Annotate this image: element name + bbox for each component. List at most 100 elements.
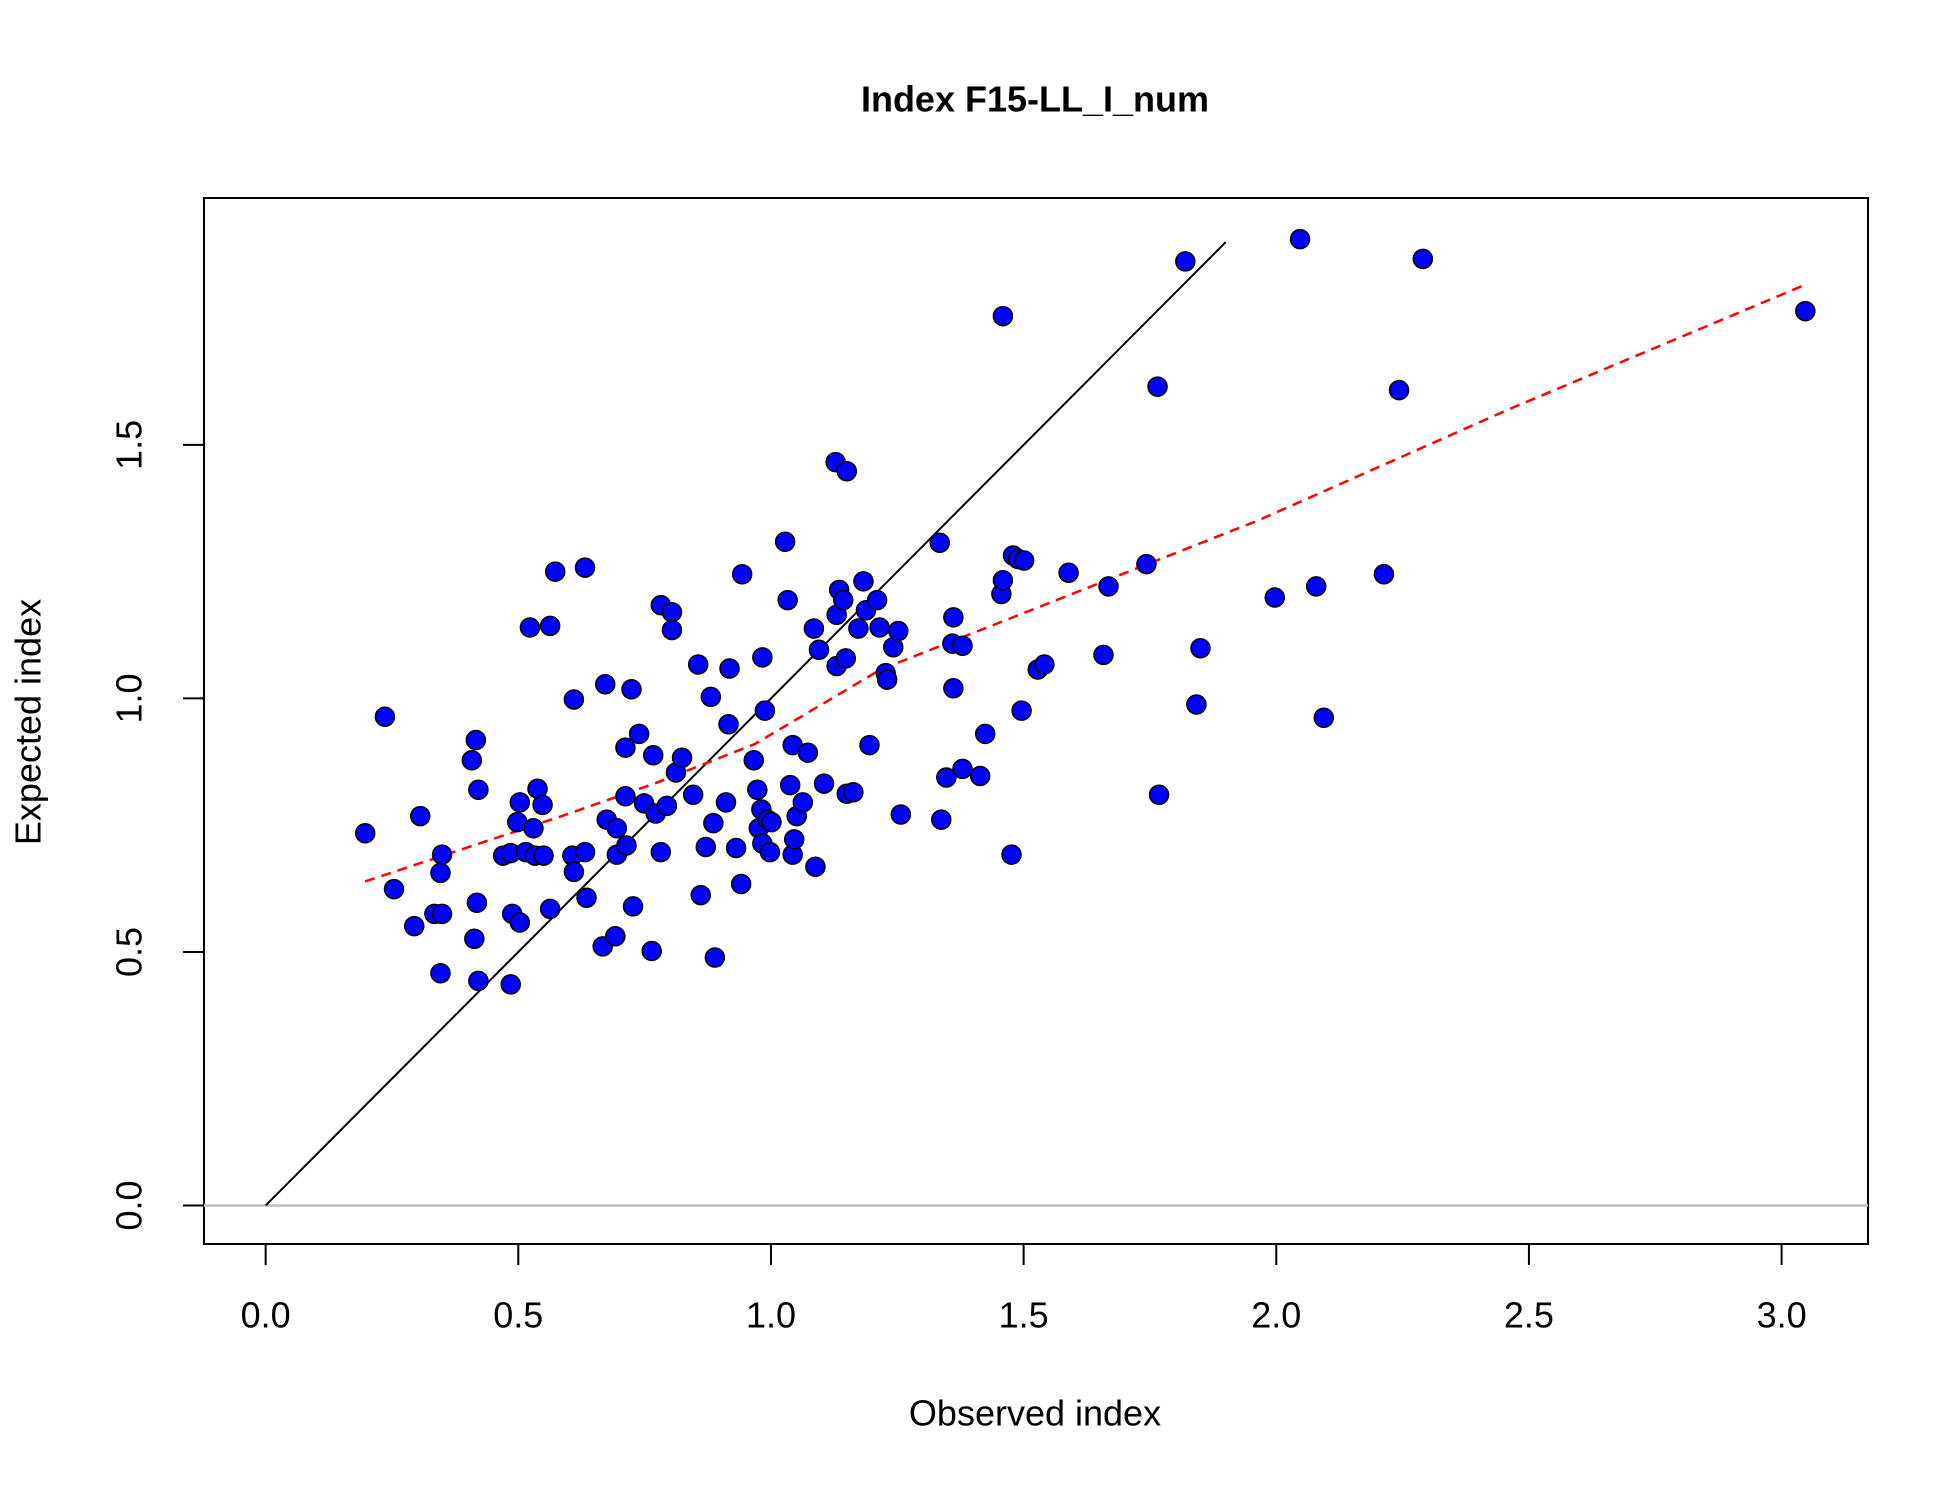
- point: [431, 844, 453, 865]
- point: [752, 647, 773, 668]
- point: [836, 461, 858, 482]
- point: [805, 856, 826, 878]
- point: [523, 817, 544, 839]
- point: [1001, 844, 1022, 865]
- point: [687, 654, 709, 675]
- point: [1175, 251, 1196, 272]
- point: [576, 887, 597, 908]
- point: [1147, 376, 1168, 397]
- point: [779, 774, 801, 796]
- point: [777, 589, 798, 611]
- point: [992, 305, 1014, 327]
- point: [431, 903, 453, 925]
- point: [1388, 379, 1410, 401]
- point: [1289, 228, 1311, 250]
- point: [931, 809, 952, 830]
- point: [725, 837, 747, 859]
- point: [661, 619, 683, 641]
- point: [615, 737, 636, 758]
- point: [532, 794, 553, 816]
- point: [1136, 553, 1157, 575]
- point: [848, 618, 869, 639]
- point: [695, 836, 717, 858]
- point: [835, 648, 856, 669]
- point: [1148, 784, 1170, 806]
- point: [1305, 576, 1327, 597]
- point: [622, 896, 644, 917]
- point: [1190, 637, 1211, 659]
- point: [730, 873, 752, 895]
- y-tick-label: 0.0: [109, 1180, 150, 1230]
- x-axis-title: Observed index: [909, 1393, 1161, 1434]
- point: [866, 589, 888, 611]
- plot-frame: [203, 197, 1869, 1245]
- point: [468, 779, 489, 800]
- chart-title: Index F15-LL_I_num: [861, 79, 1209, 120]
- point: [1264, 587, 1286, 608]
- identity-line: [264, 241, 1227, 1207]
- point: [704, 947, 726, 968]
- point: [468, 970, 489, 992]
- smoother-line: [364, 283, 1806, 883]
- point: [1011, 700, 1032, 721]
- point: [661, 601, 683, 623]
- point: [890, 804, 912, 825]
- point: [1373, 563, 1395, 585]
- point: [465, 729, 487, 751]
- point: [743, 750, 765, 771]
- y-tick-label: 1.5: [109, 420, 150, 470]
- point: [616, 835, 637, 856]
- point: [1412, 248, 1434, 270]
- point: [383, 878, 405, 900]
- point: [832, 589, 854, 611]
- point: [533, 845, 554, 866]
- point: [509, 912, 531, 933]
- point: [606, 817, 628, 839]
- point: [671, 747, 693, 769]
- point: [715, 792, 737, 813]
- point: [354, 823, 376, 844]
- point: [410, 805, 431, 827]
- point: [1013, 550, 1035, 571]
- point: [430, 862, 451, 884]
- point: [869, 617, 890, 638]
- point: [703, 812, 724, 834]
- point: [1093, 644, 1114, 666]
- point: [642, 744, 664, 766]
- x-tick-label: 3.0: [1757, 1295, 1807, 1336]
- point: [563, 689, 585, 710]
- point: [594, 673, 616, 695]
- point: [700, 686, 722, 708]
- point: [774, 531, 796, 553]
- point: [719, 658, 740, 679]
- point: [876, 669, 898, 690]
- point: [754, 700, 776, 721]
- point: [509, 792, 531, 813]
- point: [621, 679, 642, 700]
- point: [656, 795, 678, 817]
- point: [974, 723, 996, 745]
- point: [843, 781, 864, 803]
- point: [888, 620, 909, 642]
- point: [952, 758, 973, 780]
- point: [574, 841, 596, 863]
- point: [1186, 694, 1207, 715]
- point: [544, 561, 566, 582]
- point: [539, 615, 561, 637]
- point: [690, 884, 711, 906]
- y-tick-label: 0.5: [109, 927, 150, 977]
- point: [797, 742, 819, 763]
- point: [783, 829, 805, 850]
- point: [759, 841, 781, 863]
- point: [1313, 707, 1335, 728]
- x-tick-label: 0.5: [493, 1295, 543, 1336]
- point: [1098, 576, 1119, 597]
- point: [813, 773, 835, 794]
- point: [1795, 300, 1816, 322]
- point: [615, 786, 636, 807]
- point: [761, 811, 782, 833]
- point: [1034, 654, 1055, 675]
- point: [464, 928, 485, 950]
